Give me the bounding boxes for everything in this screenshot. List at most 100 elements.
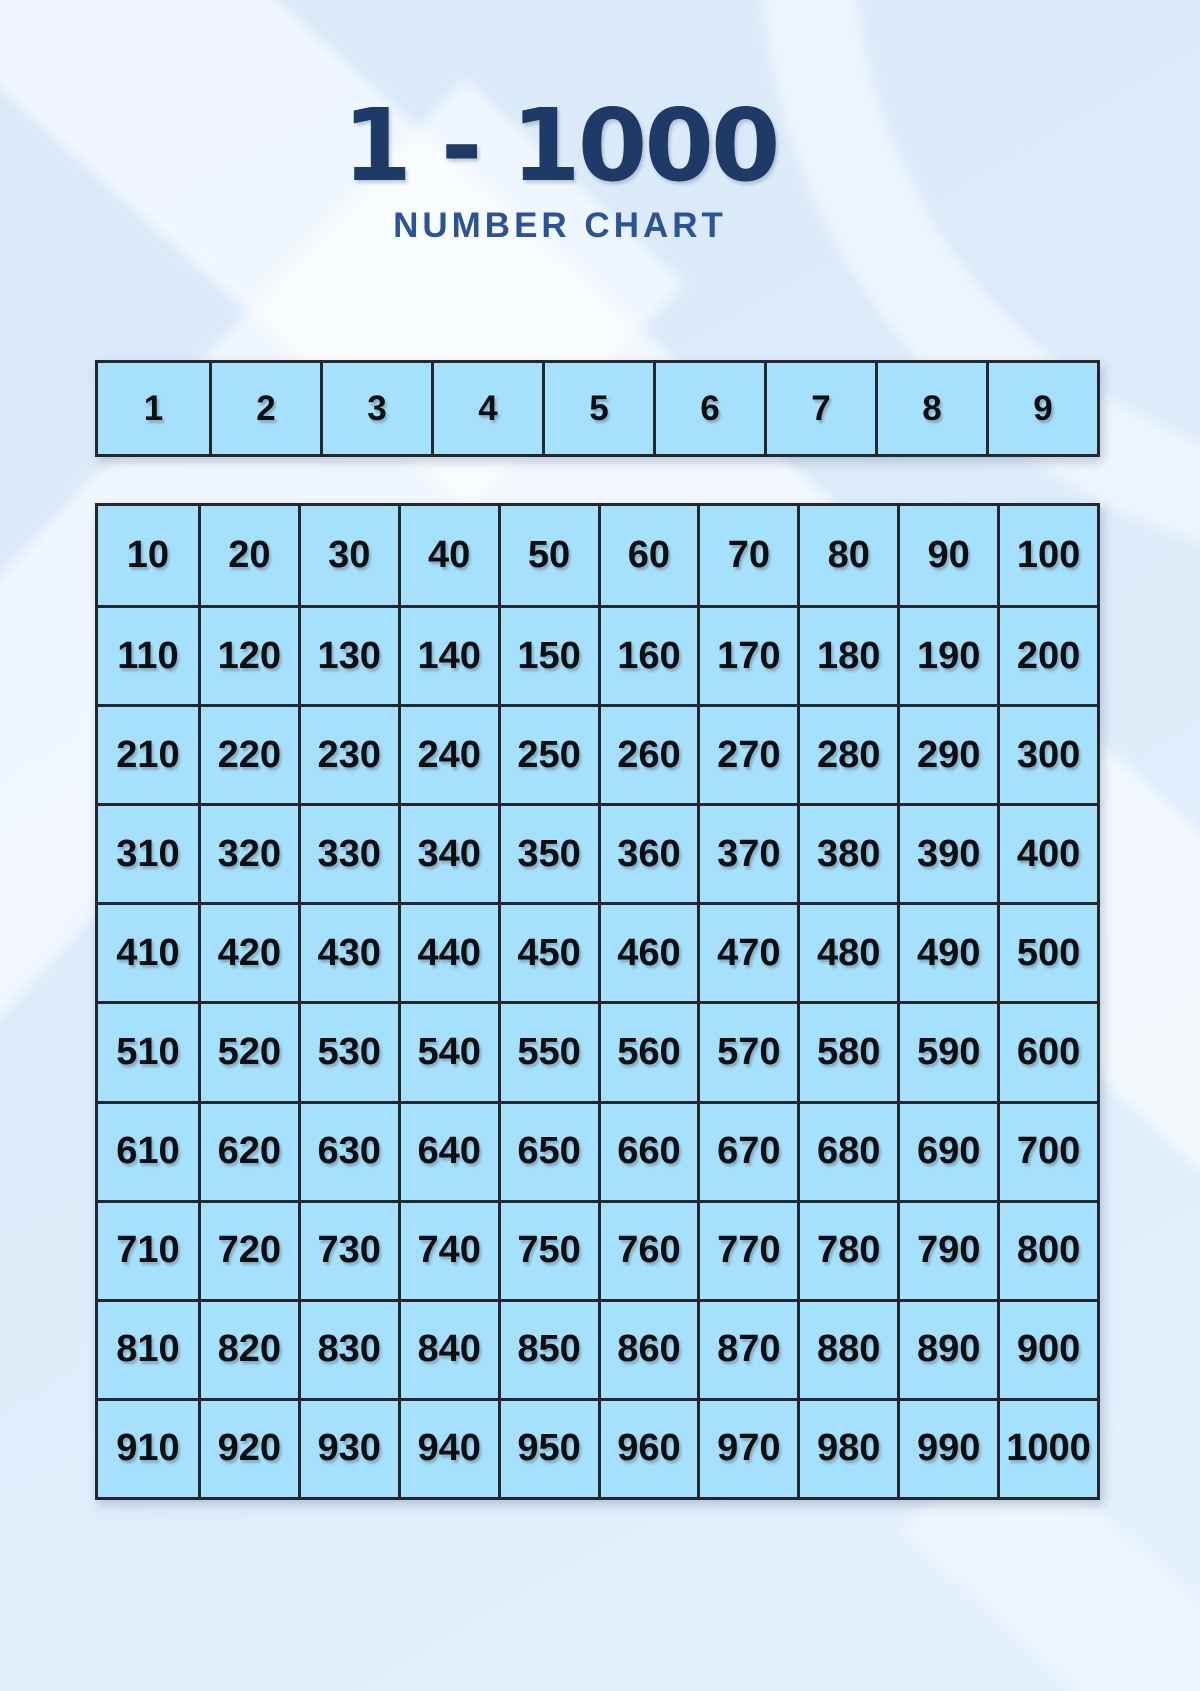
page-title: 1 - 1000 bbox=[342, 87, 780, 204]
number-cell: 870 bbox=[697, 1298, 798, 1398]
number-cell: 370 bbox=[697, 803, 798, 903]
number-cell: 160 bbox=[597, 605, 698, 705]
number-cell: 130 bbox=[297, 605, 398, 705]
number-cell: 670 bbox=[697, 1100, 798, 1200]
number-cell: 380 bbox=[797, 803, 898, 903]
number-cell: 510 bbox=[98, 1001, 198, 1101]
number-cell: 140 bbox=[397, 605, 498, 705]
number-cell: 940 bbox=[397, 1397, 498, 1497]
number-cell: 270 bbox=[697, 704, 798, 804]
number-cell: 5 bbox=[542, 363, 653, 454]
number-cell: 820 bbox=[197, 1298, 298, 1398]
number-cell: 180 bbox=[797, 605, 898, 705]
number-cell: 320 bbox=[197, 803, 298, 903]
number-cell: 420 bbox=[197, 902, 298, 1002]
number-cell: 650 bbox=[497, 1100, 598, 1200]
number-cell: 530 bbox=[297, 1001, 398, 1101]
number-cell: 400 bbox=[997, 803, 1097, 903]
number-cell: 770 bbox=[697, 1199, 798, 1299]
number-cell: 30 bbox=[297, 506, 398, 606]
number-cell: 910 bbox=[98, 1397, 198, 1497]
number-cell: 290 bbox=[897, 704, 998, 804]
page-subtitle: NUMBER CHART bbox=[393, 206, 727, 245]
number-cell: 20 bbox=[197, 506, 298, 606]
number-cell: 470 bbox=[697, 902, 798, 1002]
number-cell: 970 bbox=[697, 1397, 798, 1497]
number-cell: 850 bbox=[497, 1298, 598, 1398]
number-cell: 930 bbox=[297, 1397, 398, 1497]
number-cell: 890 bbox=[897, 1298, 998, 1398]
number-cell: 830 bbox=[297, 1298, 398, 1398]
number-cell: 730 bbox=[297, 1199, 398, 1299]
background-arc-swoosh bbox=[760, 0, 1200, 570]
number-cell: 450 bbox=[497, 902, 598, 1002]
number-cell: 8 bbox=[875, 363, 986, 454]
number-cell: 740 bbox=[397, 1199, 498, 1299]
number-cell: 190 bbox=[897, 605, 998, 705]
number-cell: 410 bbox=[98, 902, 198, 1002]
number-cell: 210 bbox=[98, 704, 198, 804]
number-cell: 3 bbox=[320, 363, 431, 454]
number-cell: 250 bbox=[497, 704, 598, 804]
number-cell: 980 bbox=[797, 1397, 898, 1497]
number-cell: 800 bbox=[997, 1199, 1097, 1299]
number-cell: 40 bbox=[397, 506, 498, 606]
number-cell: 750 bbox=[497, 1199, 598, 1299]
main-number-grid: 10 20 30 40 50 60 70 80 90 100 110 120 130 140 150 160 1… bbox=[95, 503, 1100, 1500]
number-cell: 620 bbox=[197, 1100, 298, 1200]
number-cell: 240 bbox=[397, 704, 498, 804]
number-cell: 10 bbox=[98, 506, 198, 606]
number-cell: 70 bbox=[697, 506, 798, 606]
number-cell: 690 bbox=[897, 1100, 998, 1200]
number-cell: 640 bbox=[397, 1100, 498, 1200]
number-cell: 700 bbox=[997, 1100, 1097, 1200]
number-cell: 200 bbox=[997, 605, 1097, 705]
number-cell: 880 bbox=[797, 1298, 898, 1398]
number-cell: 720 bbox=[197, 1199, 298, 1299]
number-cell: 590 bbox=[897, 1001, 998, 1101]
number-cell: 810 bbox=[98, 1298, 198, 1398]
number-cell: 7 bbox=[764, 363, 875, 454]
number-cell: 950 bbox=[497, 1397, 598, 1497]
number-cell: 260 bbox=[597, 704, 698, 804]
number-cell: 80 bbox=[797, 506, 898, 606]
number-cell: 460 bbox=[597, 902, 698, 1002]
number-cell: 780 bbox=[797, 1199, 898, 1299]
number-cell: 330 bbox=[297, 803, 398, 903]
number-cell: 360 bbox=[597, 803, 698, 903]
number-cell: 480 bbox=[797, 902, 898, 1002]
number-cell: 550 bbox=[497, 1001, 598, 1101]
number-cell: 790 bbox=[897, 1199, 998, 1299]
number-cell: 860 bbox=[597, 1298, 698, 1398]
number-cell: 600 bbox=[997, 1001, 1097, 1101]
number-cell: 9 bbox=[986, 363, 1097, 454]
number-cell: 840 bbox=[397, 1298, 498, 1398]
number-cell: 230 bbox=[297, 704, 398, 804]
number-cell: 1 bbox=[98, 363, 209, 454]
number-cell: 960 bbox=[597, 1397, 698, 1497]
number-cell: 110 bbox=[98, 605, 198, 705]
number-cell: 660 bbox=[597, 1100, 698, 1200]
number-cell: 310 bbox=[98, 803, 198, 903]
number-cell: 920 bbox=[197, 1397, 298, 1497]
header: 1 - 1000 NUMBER CHART bbox=[0, 96, 1120, 246]
number-cell: 710 bbox=[98, 1199, 198, 1299]
number-cell: 440 bbox=[397, 902, 498, 1002]
number-cell: 680 bbox=[797, 1100, 898, 1200]
number-cell: 520 bbox=[197, 1001, 298, 1101]
number-cell: 6 bbox=[653, 363, 764, 454]
number-cell: 60 bbox=[597, 506, 698, 606]
number-cell: 280 bbox=[797, 704, 898, 804]
number-cell: 630 bbox=[297, 1100, 398, 1200]
number-cell: 300 bbox=[997, 704, 1097, 804]
number-cell: 50 bbox=[497, 506, 598, 606]
number-cell: 2 bbox=[209, 363, 320, 454]
number-cell: 560 bbox=[597, 1001, 698, 1101]
number-cell: 340 bbox=[397, 803, 498, 903]
number-cell: 120 bbox=[197, 605, 298, 705]
number-cell: 350 bbox=[497, 803, 598, 903]
number-cell: 570 bbox=[697, 1001, 798, 1101]
number-cell: 610 bbox=[98, 1100, 198, 1200]
